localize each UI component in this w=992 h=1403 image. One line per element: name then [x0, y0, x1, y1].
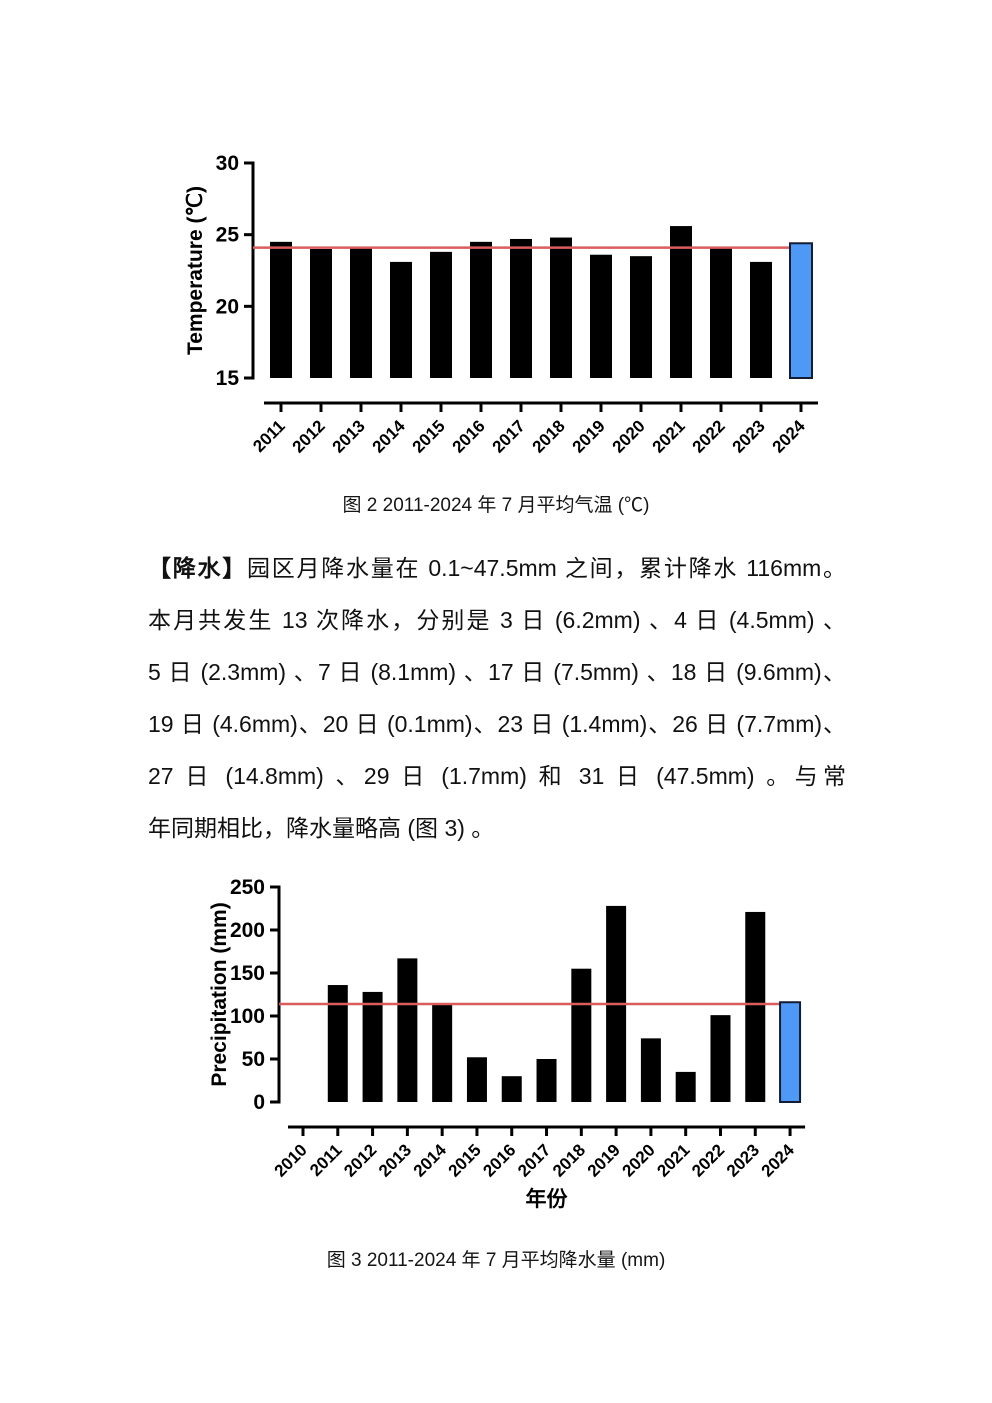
x-tick-label: 2011: [249, 416, 289, 456]
bar-2021: [675, 1071, 696, 1102]
bar-2014: [390, 261, 412, 378]
y-tick-label: 100: [230, 1005, 265, 1028]
x-tick-label: 2021: [653, 1140, 693, 1180]
precipitation-paragraph: 【降水】园区月降水量在 0.1~47.5mm 之间，累计降水 116mm。 本月…: [148, 542, 846, 854]
x-tick-label: 2016: [449, 416, 489, 456]
paragraph-bold-label: 【降水】: [148, 555, 247, 581]
x-tick-label: 2014: [369, 416, 410, 457]
x-tick-label: 2013: [329, 416, 369, 456]
paragraph-line: 5 日 (2.3mm) 、7 日 (8.1mm) 、17 日 (7.5mm) 、…: [148, 659, 846, 685]
bar-2011: [270, 241, 292, 378]
x-tick-label: 2024: [769, 416, 810, 457]
x-tick-label: 2013: [375, 1140, 415, 1180]
x-tick-label: 2020: [619, 1140, 659, 1180]
x-tick-label: 2022: [688, 1140, 728, 1180]
y-tick-label: 150: [230, 962, 265, 985]
bar-2024-highlight: [789, 242, 813, 380]
x-tick-label: 2023: [729, 416, 769, 456]
bar-2017: [510, 238, 532, 378]
bar-2023: [745, 911, 766, 1102]
y-tick-label: 20: [216, 295, 239, 318]
bar-2017: [536, 1059, 557, 1102]
precipitation-chart: 0 50 100 150 200 250 Precipitation (mm) 2010 201…: [190, 858, 890, 1240]
bar-2015: [466, 1057, 487, 1102]
bar-2016: [501, 1076, 522, 1102]
bar-2013: [397, 958, 418, 1102]
bar-2018: [550, 237, 572, 378]
bar-2020: [630, 256, 652, 378]
paragraph-line: 【降水】园区月降水量在 0.1~47.5mm 之间，累计降水 116mm。: [148, 542, 846, 594]
y-tick-label: 25: [216, 224, 240, 247]
bar-2022: [710, 247, 732, 378]
y-tick-label: 15: [216, 367, 240, 390]
x-axis-title: 年份: [526, 1187, 569, 1211]
x-tick-label: 2012: [340, 1140, 380, 1180]
y-tick-label: 0: [253, 1091, 265, 1114]
figure3-caption: 图 3 2011-2024 年 7 月平均降水量 (mm): [326, 1250, 666, 1271]
x-tick-label: 2017: [489, 416, 529, 456]
bar-2014: [432, 1003, 453, 1102]
bar-2019: [590, 254, 612, 378]
x-tick-label: 2016: [479, 1140, 519, 1180]
y-axis-title: Precipitation (mm): [208, 902, 231, 1086]
y-tick-label: 30: [216, 152, 239, 175]
y-tick-label: 200: [230, 919, 265, 942]
bar-2022: [710, 1015, 731, 1102]
bar-2018: [571, 968, 592, 1102]
paragraph-line: 本月共发生 13 次降水，分别是 3 日 (6.2mm) 、4 日 (4.5mm…: [148, 607, 846, 633]
x-tick-label: 2023: [723, 1140, 763, 1180]
x-tick-label: 2012: [289, 416, 329, 456]
bar-2012: [362, 991, 383, 1102]
x-tick-label: 2018: [549, 1140, 589, 1180]
bar-2012: [310, 249, 332, 378]
figure2-caption: 图 2 2011-2024 年 7 月平均气温 (℃): [342, 495, 650, 516]
x-tick-label: 2022: [689, 416, 729, 456]
y-axis-title: Temperature (℃): [184, 186, 207, 355]
bar-2021: [670, 226, 692, 378]
paragraph-line: 19 日 (4.6mm)、20 日 (0.1mm)、23 日 (1.4mm)、2…: [148, 711, 846, 737]
bar-2011: [327, 985, 348, 1102]
bar-2024-highlight: [779, 1001, 802, 1104]
x-tick-label: 2020: [609, 416, 649, 456]
x-tick-label: 2021: [649, 416, 689, 456]
bar-2016: [470, 241, 492, 378]
x-tick-label: 2014: [410, 1140, 451, 1181]
x-tick-label: 2015: [409, 416, 449, 456]
paragraph-text: 园区月降水量在 0.1~47.5mm 之间，累计降水 116mm。: [246, 555, 847, 581]
bar-2020: [640, 1038, 661, 1102]
x-tick-label: 2018: [529, 416, 569, 456]
paragraph-line: 年同期相比，降水量略高 (图 3) 。: [148, 815, 495, 841]
x-tick-label: 2011: [306, 1140, 346, 1180]
y-tick-label: 50: [242, 1048, 265, 1071]
bar-2013: [350, 247, 372, 378]
x-tick-label: 2024: [758, 1140, 799, 1181]
bar-2015: [430, 251, 452, 378]
x-tick-label: 2017: [514, 1140, 554, 1180]
x-tick-label: 2010: [271, 1140, 311, 1180]
temperature-chart: 15 20 25 30 Temperature (℃) 2011 2012 2013 2014 2…: [150, 138, 850, 490]
bar-2023: [750, 261, 772, 378]
x-tick-label: 2015: [445, 1140, 485, 1180]
x-tick-label: 2019: [569, 416, 609, 456]
paragraph-line: 27 日 (14.8mm) 、29 日 (1.7mm) 和 31 日 (47.5…: [148, 763, 846, 789]
y-tick-label: 250: [230, 876, 265, 899]
x-tick-label: 2019: [584, 1140, 624, 1180]
